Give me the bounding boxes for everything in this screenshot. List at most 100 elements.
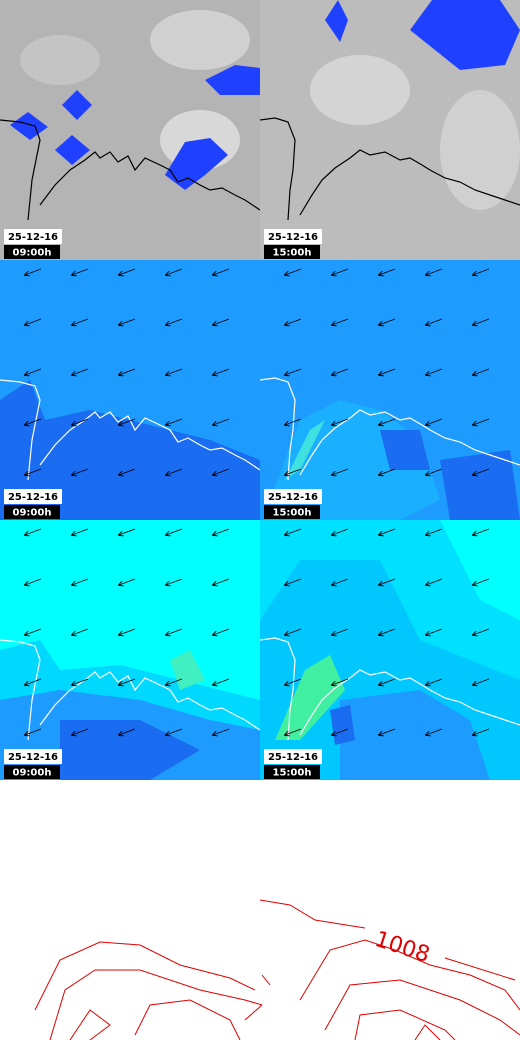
- wind-arrow: [285, 728, 302, 735]
- wind-arrow: [473, 528, 490, 535]
- wind-arrow: [213, 418, 230, 425]
- wind-arrow: [285, 468, 302, 475]
- wind-arrow: [166, 268, 183, 275]
- date-box: [264, 749, 322, 764]
- wind-arrow: [166, 418, 183, 425]
- wind-arrow: [119, 528, 136, 535]
- wind-arrow: [213, 368, 230, 375]
- wind-arrow: [213, 528, 230, 535]
- wind-arrow: [379, 628, 396, 635]
- date-box: [4, 749, 62, 764]
- wind-arrow: [72, 578, 89, 585]
- wind-arrow: [119, 578, 136, 585]
- wind-arrow: [473, 368, 490, 375]
- wind-arrow: [166, 368, 183, 375]
- wind-arrow: [332, 528, 349, 535]
- wind-arrow: [473, 418, 490, 425]
- time-label: 15:00h: [273, 508, 312, 519]
- wind-arrow: [426, 728, 443, 735]
- wind-arrow: [72, 528, 89, 535]
- wind-arrow: [473, 578, 490, 585]
- isobar-label: 1008: [372, 927, 433, 968]
- date-label: 25-12-16: [268, 232, 318, 243]
- wind-arrow: [25, 528, 42, 535]
- panel-cloud-15: [259, 0, 520, 260]
- wind-arrow: [332, 628, 349, 635]
- wind-arrow: [213, 268, 230, 275]
- wind-arrow: [119, 368, 136, 375]
- wind-arrow: [332, 268, 349, 275]
- wind-arrow: [25, 678, 42, 685]
- panel-wind-09: [0, 260, 261, 520]
- wind-arrow: [166, 468, 183, 475]
- wind-arrow: [379, 268, 396, 275]
- wind-arrow: [473, 628, 490, 635]
- panel-wind-15: [259, 260, 520, 520]
- wind-arrow: [473, 318, 490, 325]
- time-box: [264, 505, 320, 519]
- wind-arrow: [426, 418, 443, 425]
- wind-arrow: [213, 468, 230, 475]
- wind-arrow: [473, 678, 490, 685]
- time-label: 09:00h: [13, 768, 52, 779]
- wind-arrow: [285, 628, 302, 635]
- wind-arrow: [426, 268, 443, 275]
- time-label: 15:00h: [273, 248, 312, 259]
- panel-labels: 25-12-16 09:00h 25-12-16 15:00h 25-12-16 09:0…: [4, 229, 322, 779]
- wind-arrow: [166, 578, 183, 585]
- wind-arrow: [285, 528, 302, 535]
- wind-arrow: [25, 318, 42, 325]
- wind-arrow: [332, 728, 349, 735]
- date-box: [264, 489, 322, 504]
- wind-arrow: [72, 268, 89, 275]
- time-box: [264, 765, 320, 779]
- wind-arrow: [119, 468, 136, 475]
- wind-arrow: [119, 418, 136, 425]
- wind-arrow: [332, 418, 349, 425]
- wind-arrow: [426, 578, 443, 585]
- wind-arrow: [166, 318, 183, 325]
- wind-arrow: [285, 368, 302, 375]
- date-box: [4, 489, 62, 504]
- wind-arrow: [119, 728, 136, 735]
- wind-arrow: [285, 678, 302, 685]
- date-label: 25-12-16: [268, 752, 318, 763]
- wind-arrow: [426, 468, 443, 475]
- time-box: [4, 505, 60, 519]
- wind-arrow: [166, 678, 183, 685]
- time-label: 09:00h: [13, 248, 52, 259]
- time-box: [4, 245, 60, 259]
- isobars: 1008: [34, 899, 520, 1040]
- wind-arrow: [119, 678, 136, 685]
- wind-arrow: [332, 318, 349, 325]
- wind-arrow: [72, 368, 89, 375]
- time-box: [264, 245, 320, 259]
- wind-arrow: [25, 268, 42, 275]
- wind-arrow: [166, 728, 183, 735]
- wind-arrow: [379, 318, 396, 325]
- wind-arrow: [332, 678, 349, 685]
- wind-arrow: [119, 628, 136, 635]
- wind-arrow: [72, 418, 89, 425]
- date-label: 25-12-16: [8, 232, 58, 243]
- wind-arrow: [25, 468, 42, 475]
- date-label: 25-12-16: [8, 752, 58, 763]
- wind-arrow: [25, 728, 42, 735]
- wind-arrow: [426, 628, 443, 635]
- wind-arrow: [332, 368, 349, 375]
- panel-cloud-09: [0, 0, 261, 260]
- wind-arrow: [72, 628, 89, 635]
- wind-arrow: [166, 528, 183, 535]
- wind-arrow: [285, 268, 302, 275]
- wind-arrow: [72, 728, 89, 735]
- panel-gust-15: [259, 520, 520, 780]
- wind-arrow: [379, 728, 396, 735]
- wind-arrow: [25, 578, 42, 585]
- wind-arrow: [213, 628, 230, 635]
- wind-arrow: [72, 318, 89, 325]
- date-label: 25-12-16: [268, 492, 318, 503]
- wind-arrow: [332, 468, 349, 475]
- wind-arrow: [213, 578, 230, 585]
- wind-arrow: [72, 468, 89, 475]
